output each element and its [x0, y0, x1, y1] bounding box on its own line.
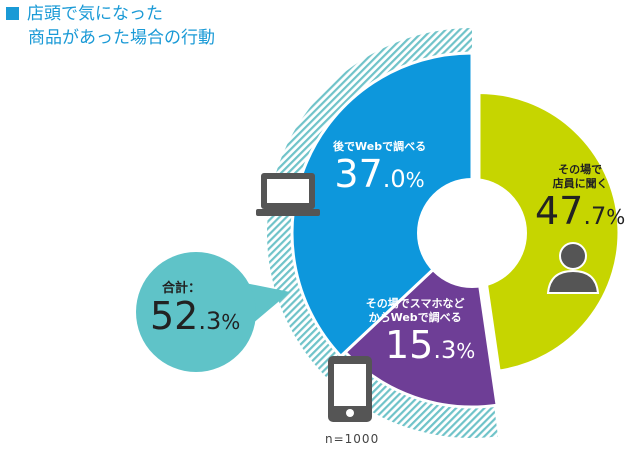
tablet-icon — [328, 356, 372, 422]
total-label: 合計： 52.3% — [150, 281, 241, 338]
slice-label-smartphone: その場でスマホなど からWebで調べる 15.3% — [365, 297, 476, 367]
total-callout — [136, 252, 256, 372]
donut-hole — [417, 178, 527, 288]
title-square-icon — [6, 7, 19, 20]
title-line1: 店頭で気になった — [27, 4, 163, 24]
sample-size-note: n=1000 — [325, 432, 380, 446]
slice-label-web-later: 後でWebで調べる 37.0% — [333, 140, 427, 196]
chart-title: 店頭で気になった 商品があった場合の行動 — [6, 2, 215, 50]
slice-label-ask-staff: その場で 店員に聞く 47.7% — [535, 163, 626, 233]
title-line2: 商品があった場合の行動 — [28, 28, 215, 48]
laptop-icon — [256, 173, 320, 216]
person-icon — [546, 242, 600, 294]
